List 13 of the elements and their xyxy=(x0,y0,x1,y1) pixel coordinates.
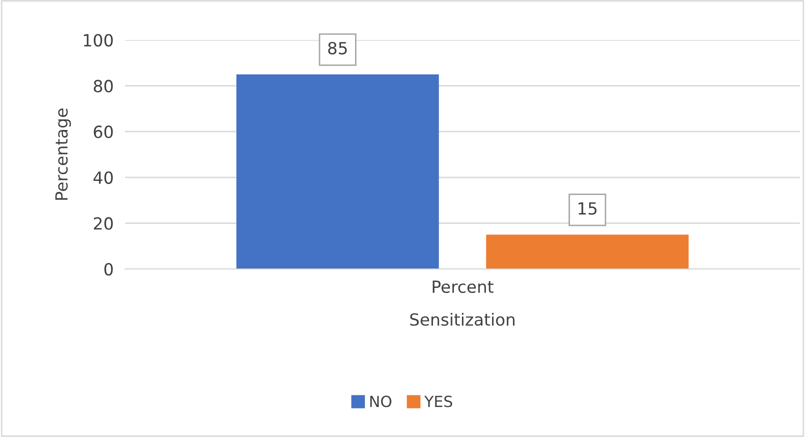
y-tick-label: 0 xyxy=(104,262,113,276)
x-tick-label: Percent xyxy=(432,280,494,294)
y-tick-label: 60 xyxy=(94,126,113,138)
legend-label: YES xyxy=(424,396,452,408)
x-axis-title: Sensitization xyxy=(410,312,514,326)
y-tick-label: 100 xyxy=(84,34,113,47)
y-tick-label: 20 xyxy=(94,217,113,230)
legend-label: NO xyxy=(370,396,392,408)
y-tick-label: 80 xyxy=(94,80,113,92)
y-tick-label: 40 xyxy=(93,171,113,184)
y-axis-title: Percentage xyxy=(55,108,71,200)
data-label: 15 xyxy=(578,202,597,215)
data-label: 85 xyxy=(328,42,347,54)
